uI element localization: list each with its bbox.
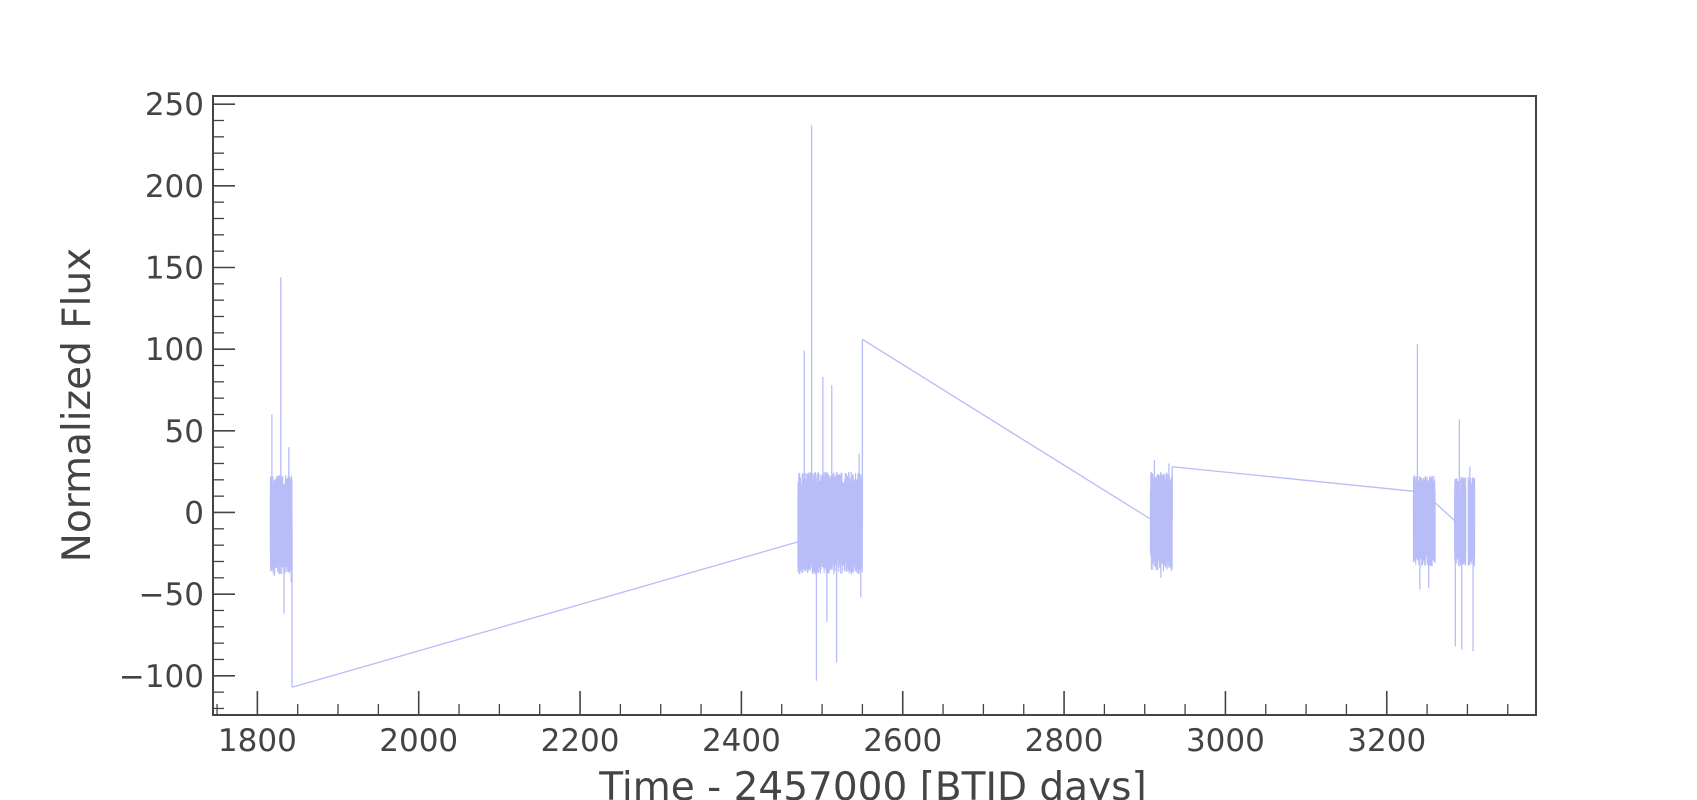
y-tick-label: 150 bbox=[145, 250, 204, 286]
flux-band-1 bbox=[797, 471, 863, 575]
flux-segment-3 bbox=[1412, 344, 1436, 590]
x-tick-label: 2600 bbox=[863, 723, 942, 759]
x-tick-label: 2200 bbox=[541, 723, 620, 759]
flux-segment-0 bbox=[269, 277, 293, 688]
x-tick-label: 1800 bbox=[218, 723, 297, 759]
y-tick-label: −100 bbox=[119, 659, 204, 695]
y-tick-label: 200 bbox=[145, 169, 204, 205]
flux-gap-line-3 bbox=[1434, 502, 1455, 522]
x-tick-label: 2400 bbox=[702, 723, 781, 759]
flux-gap-line-0 bbox=[291, 541, 799, 688]
y-tick-label: 50 bbox=[165, 414, 204, 450]
plot-frame bbox=[212, 95, 1537, 716]
x-axis-label: Time - 2457000 [BTJD days] bbox=[598, 765, 1146, 800]
flux-segment-5 bbox=[1467, 466, 1476, 652]
y-tick-label: 250 bbox=[145, 87, 204, 123]
y-axis-label: Normalized Flux bbox=[55, 248, 100, 563]
y-tick-label: 100 bbox=[145, 332, 204, 368]
flux-segment-1 bbox=[797, 125, 864, 681]
flux-series bbox=[269, 125, 1476, 688]
flux-band-4 bbox=[1453, 476, 1467, 567]
flux-segment-2 bbox=[1149, 460, 1173, 578]
flux-gap-line-1 bbox=[862, 338, 1151, 520]
x-tick-label: 2800 bbox=[1025, 723, 1104, 759]
flux-segment-4 bbox=[1453, 419, 1467, 650]
x-tick-label: 2000 bbox=[379, 723, 458, 759]
flux-gap-line-2 bbox=[1172, 466, 1414, 492]
y-axis: −100 −50 0 50 100 150 200 250 bbox=[119, 87, 235, 710]
x-tick-label: 3000 bbox=[1186, 723, 1265, 759]
x-axis: 1800 2000 2200 2400 2600 2800 3000 3200 bbox=[216, 691, 1509, 759]
x-tick-label: 3200 bbox=[1347, 723, 1426, 759]
flux-band-3 bbox=[1412, 475, 1436, 567]
y-tick-label: −50 bbox=[139, 577, 204, 613]
y-tick-label: 0 bbox=[184, 495, 204, 531]
